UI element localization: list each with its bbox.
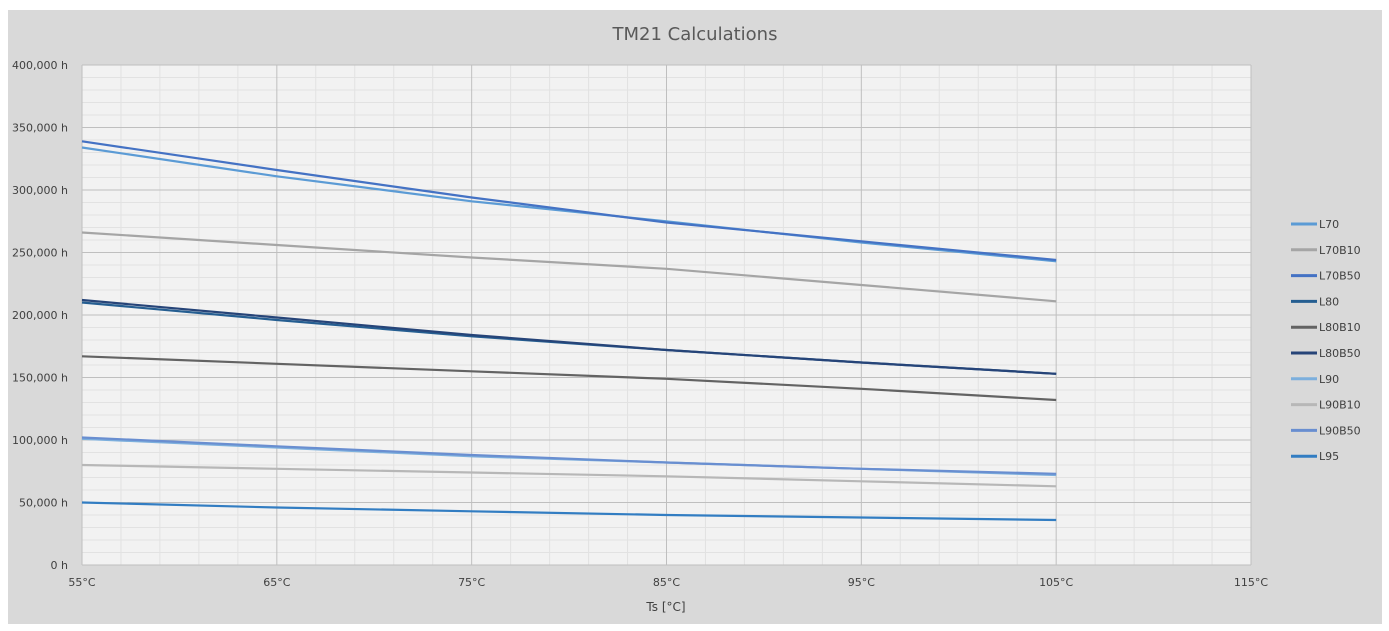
legend-label: L70B10 [1319,244,1361,257]
series-lines [81,140,1057,522]
y-tick-label: 250,000 h [12,247,68,260]
x-tick-label: 65°C [263,576,290,589]
y-tick-label: 400,000 h [12,59,68,72]
legend-label: L80 [1319,295,1339,308]
legend: L70 L70B10 L70B50 L80 L80B10 L80B50 L90 L90B10 L… [1291,218,1361,463]
series-line-l90b50 [81,436,1057,475]
x-tick-label: 75°C [458,576,485,589]
legend-label: L80B50 [1319,347,1361,360]
x-tick-label: 85°C [653,576,680,589]
series-line-l80b10 [81,355,1057,402]
y-tick-label: 150,000 h [12,372,68,385]
chart-area: TM21 Calculations 0 h 50,000 h 100,000 h 15… [8,10,1382,624]
series-line-l80b50 [81,298,1057,375]
tm21-chart: TM21 Calculations 0 h 50,000 h 100,000 h 15… [12,24,1361,614]
x-tick-label: 105°C [1039,576,1073,589]
x-axis: 55°C 65°C 75°C 85°C 95°C 105°C 115°C [68,576,1268,589]
y-tick-label: 100,000 h [12,434,68,447]
legend-label: L90B10 [1319,399,1361,412]
y-tick-label: 50,000 h [19,497,68,510]
y-tick-label: 350,000 h [12,122,68,135]
x-tick-label: 55°C [68,576,95,589]
legend-label: L95 [1319,450,1339,463]
legend-label: L90 [1319,373,1339,386]
y-tick-label: 300,000 h [12,184,68,197]
y-tick-label: 200,000 h [12,309,68,322]
legend-label: L70 [1319,218,1339,231]
y-tick-label: 0 h [51,559,68,572]
x-tick-label: 115°C [1234,576,1268,589]
series-line-l90b10 [81,463,1057,488]
series-line-l70b50 [81,140,1057,262]
y-axis: 0 h 50,000 h 100,000 h 150,000 h 200,000 h 25… [12,59,68,572]
legend-label: L90B50 [1319,424,1361,437]
series-line-l95 [81,501,1057,522]
series-line-l70 [81,146,1057,263]
x-axis-title: Ts [°C] [645,600,685,614]
series-line-l70b10 [81,231,1057,303]
x-tick-label: 95°C [848,576,875,589]
major-gridlines [81,64,1252,566]
chart-title: TM21 Calculations [612,24,778,45]
legend-label: L80B10 [1319,321,1361,334]
legend-label: L70B50 [1319,270,1361,283]
